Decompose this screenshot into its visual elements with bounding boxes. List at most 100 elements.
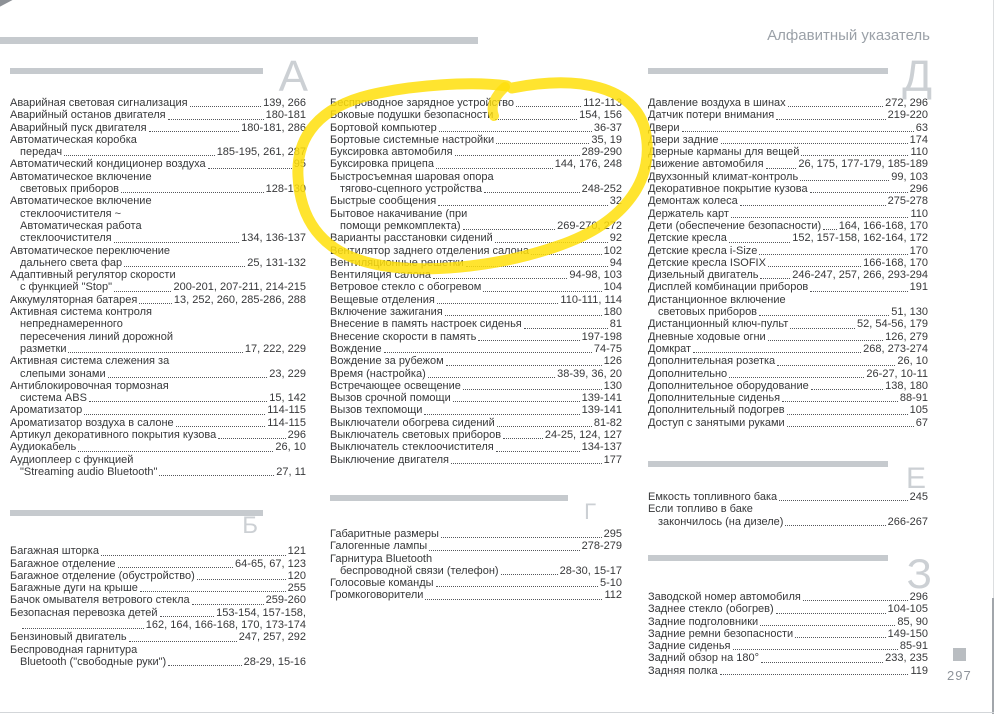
index-entry-line: "Streaming audio Bluetooth" 27, 11 bbox=[10, 466, 306, 478]
entry-list: Аварийная световая сигнализация 139, 266 А… bbox=[10, 97, 306, 478]
index-entry-line: 162, 164, 166-168, 170, 173-174 bbox=[10, 619, 306, 631]
entry-page-numbers: 180-181, 286 bbox=[241, 121, 306, 134]
entry-term: Заднее стекло (обогрев) bbox=[648, 603, 774, 616]
entry-page-numbers: 104-105 bbox=[887, 603, 928, 616]
index-entry-line: Емкость топливного бака 245 bbox=[648, 491, 928, 503]
entry-page-numbers: 94-98, 103 bbox=[569, 269, 622, 282]
entry-page-numbers: 25, 131-132 bbox=[247, 256, 306, 269]
dot-leader bbox=[802, 600, 908, 602]
entry-page-numbers: 278-279 bbox=[581, 540, 622, 553]
entry-page-numbers: 23, 229 bbox=[269, 367, 306, 380]
index-entry-line: Заднее стекло (обогрев) 104-105 bbox=[648, 603, 928, 615]
scan-edge-bottom bbox=[0, 712, 994, 713]
index-entry-line: Дети (обеспечение безопасности) 164, 166-… bbox=[648, 220, 928, 232]
entry-page-numbers: 38-39, 36, 20 bbox=[557, 367, 622, 380]
entry-term: Двухзонный климат-контроль bbox=[648, 170, 799, 183]
entry-page-numbers: 162, 164, 166-168, 170, 173-174 bbox=[145, 618, 306, 631]
dot-leader bbox=[462, 389, 602, 391]
entry-list: Емкость топливного бака 245 Если топливо в… bbox=[648, 491, 928, 528]
entry-term: Вызов срочной помощи bbox=[330, 392, 451, 405]
entry-term: Емкость топливного бака bbox=[648, 491, 778, 504]
header-rule bbox=[0, 37, 478, 44]
dot-leader bbox=[121, 192, 264, 194]
entry-term: Дополнительные сиденья bbox=[648, 392, 781, 405]
entry-page-numbers: 63 bbox=[915, 121, 928, 134]
dot-leader bbox=[429, 549, 580, 551]
entry-term: Буксировка прицепа bbox=[330, 158, 434, 171]
index-entry-line: Бортовые системные настройки 35, 19 bbox=[330, 134, 622, 146]
entry-page-numbers: 112-113 bbox=[583, 97, 622, 109]
dot-leader bbox=[800, 180, 890, 182]
entry-page-numbers: 15, 142 bbox=[269, 392, 306, 405]
index-entry-line: тягово-сцепного устройства 248-252 bbox=[330, 183, 622, 195]
entry-list: Давление воздуха в шинах 272, 296 Датчик п… bbox=[648, 97, 928, 429]
index-section: Д Давление воздуха в шинах 272, 296 Датчик … bbox=[648, 55, 932, 429]
entry-list: Габаритные размеры 295 Галогенные лампы 278… bbox=[330, 528, 622, 602]
index-entry-line: Доступ с занятыми руками 67 bbox=[648, 417, 928, 429]
entry-term: световых приборов bbox=[658, 306, 758, 319]
index-entry-line: Дисплей комбинации приборов 191 bbox=[648, 281, 928, 293]
entry-term: Аварийный останов двигателя bbox=[10, 109, 166, 122]
index-entry-line: Активная система слежения за bbox=[10, 355, 306, 367]
index-entry-line: Багажная шторка 121 bbox=[10, 545, 306, 557]
index-entry-line: Вентиляционные решетки 94 bbox=[330, 257, 622, 269]
index-entry-line: Демонтаж колеса 275-278 bbox=[648, 195, 928, 207]
index-entry-line: Артикул декоративного покрытия кузова 296 bbox=[10, 429, 306, 441]
dot-leader bbox=[64, 155, 215, 157]
dot-leader bbox=[168, 665, 242, 667]
index-entry-line: Дополнительный подогрев 105 bbox=[648, 404, 928, 416]
dot-leader bbox=[503, 438, 543, 440]
entry-page-numbers: 99, 103 bbox=[891, 170, 928, 183]
entry-page-numbers: 114-115 bbox=[267, 404, 306, 417]
index-entry-line: Детские кресла ISOFIX 166-168, 170 bbox=[648, 257, 928, 269]
entry-page-numbers: 268, 273-274 bbox=[863, 342, 928, 355]
entry-term: Дверные карманы для вещей bbox=[648, 146, 800, 159]
index-entry-line: передач 185-195, 261, 287 bbox=[10, 146, 306, 158]
section-letter: Г bbox=[584, 498, 596, 524]
entry-page-numbers: 152, 157-158, 162-164, 172 bbox=[792, 232, 928, 245]
index-entry-line: Дистанционное включение bbox=[648, 294, 928, 306]
entry-term: Двери bbox=[648, 121, 680, 134]
dot-leader bbox=[435, 167, 553, 169]
dot-leader bbox=[196, 579, 286, 581]
entry-term: Внесение скорости в память bbox=[330, 330, 477, 343]
entry-page-numbers: 296 bbox=[287, 429, 306, 442]
index-entry-line: Встречающее освещение 130 bbox=[330, 380, 622, 392]
entry-term: Bluetooth ("свободные руки") bbox=[20, 655, 167, 668]
entry-page-numbers: 197-198 bbox=[581, 330, 622, 343]
dot-leader bbox=[795, 637, 886, 639]
section-divider bbox=[10, 510, 263, 517]
dot-leader bbox=[478, 339, 580, 341]
section-letter: З bbox=[906, 549, 932, 597]
dot-leader bbox=[100, 554, 286, 556]
entry-page-numbers: 85-91 bbox=[899, 640, 928, 653]
entry-page-numbers: 110 bbox=[910, 146, 928, 159]
entry-page-numbers: 177 bbox=[603, 453, 622, 466]
index-entry-line: Аудиокабель 26, 10 bbox=[10, 441, 306, 453]
index-entry-line: Детские кресла i-Size 170 bbox=[648, 245, 928, 257]
entry-page-numbers: 36-37 bbox=[593, 121, 622, 134]
index-entry-line: Дистанционный ключ-пульт 52, 54-56, 179 bbox=[648, 318, 928, 330]
entry-page-numbers: 24-25, 124, 127 bbox=[544, 429, 622, 442]
dot-leader bbox=[454, 155, 580, 157]
index-entry-line: Декоративное покрытие кузова 296 bbox=[648, 183, 928, 195]
entry-term: беспроводной связи (телефон) bbox=[340, 564, 499, 577]
dot-leader bbox=[107, 376, 268, 378]
index-entry-line: Гарнитура Bluetooth bbox=[330, 553, 622, 565]
entry-term: Бортовые системные настройки bbox=[330, 133, 495, 146]
dot-leader bbox=[191, 603, 264, 605]
index-entry-line: стеклоочистителя ~ bbox=[10, 208, 306, 220]
dot-leader bbox=[495, 450, 580, 452]
entry-term: Беспроводная гарнитура bbox=[10, 643, 138, 656]
entry-term: Держатель карт bbox=[648, 207, 729, 220]
entry-term: Ветровое стекло с обогревом bbox=[330, 281, 482, 294]
entry-term: Дети (обеспечение безопасности) bbox=[648, 219, 822, 232]
entry-page-numbers: 94 bbox=[609, 256, 622, 269]
dot-leader bbox=[128, 640, 237, 642]
index-section: Г Габаритные размеры 295 Галогенные лампы 27… bbox=[330, 494, 622, 602]
entry-term: Боковые подушки безопасности bbox=[330, 109, 494, 122]
index-entry-line: Автоматическое включение bbox=[10, 171, 306, 183]
entry-page-numbers: 17, 222, 229 bbox=[244, 342, 306, 355]
entry-page-numbers: 296 bbox=[909, 183, 928, 196]
entry-term: Безопасная перевозка детей bbox=[10, 606, 158, 619]
